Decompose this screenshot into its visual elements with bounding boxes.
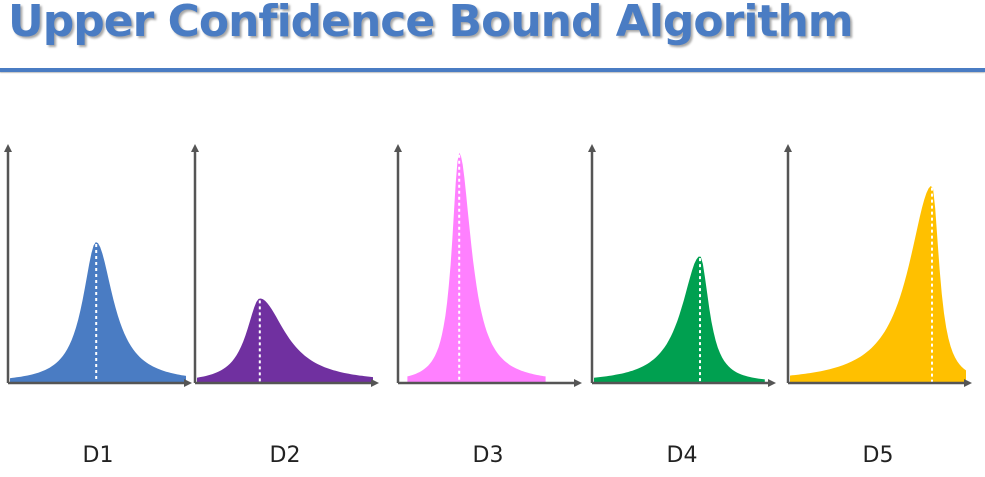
distribution-label-d4: D4 (667, 443, 698, 468)
distribution-curve-d5 (790, 186, 966, 383)
distribution-label-d3: D3 (473, 443, 504, 468)
distribution-curve-d2 (197, 298, 373, 383)
distribution-panel-d3: D3 (394, 144, 582, 468)
distribution-label-d2: D2 (270, 443, 301, 468)
slide-title: Upper Confidence Bound Algorithm (8, 0, 854, 47)
title-underline (0, 68, 985, 72)
distribution-curve-d4 (594, 256, 765, 383)
distribution-panel-d5: D5 (784, 144, 972, 468)
distribution-curve-d3 (407, 152, 546, 383)
distribution-label-d1: D1 (83, 443, 114, 468)
distribution-label-d5: D5 (863, 443, 894, 468)
distribution-panel-d2: D2 (191, 144, 379, 468)
distribution-panel-d4: D4 (588, 144, 776, 468)
distribution-panel-d1: D1 (4, 144, 192, 468)
distribution-curve-d1 (10, 242, 186, 383)
